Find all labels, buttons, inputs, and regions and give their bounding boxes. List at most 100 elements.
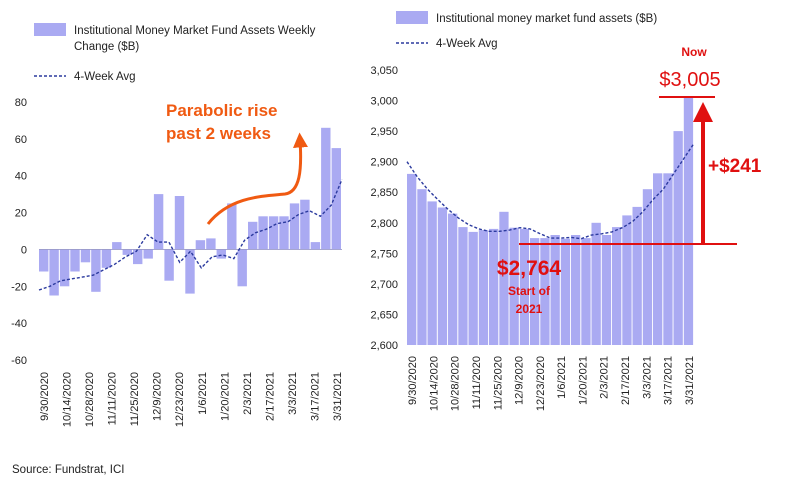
right-legend-bar-label: Institutional money market fund assets (… [436,13,657,25]
left-bars [39,127,341,296]
left-legend: Institutional Money Market Fund Assets W… [34,23,316,83]
l-bar [206,238,216,250]
r-bar [427,201,437,345]
y-tick-label: 3,000 [370,96,398,108]
x-tick-label: 3/17/2021 [309,372,321,421]
y-tick-label: 2,700 [370,279,398,291]
right-legend: Institutional money market fund assets (… [396,11,657,50]
l-bar [49,249,59,296]
x-tick-label: 11/11/2020 [107,372,119,425]
right-bars [407,97,694,345]
x-tick-label: 1/6/2021 [197,372,209,415]
l-bar [268,216,279,250]
y-tick-label: 2,750 [370,248,398,260]
y-tick-label: 2,650 [370,309,398,321]
r-bar [642,189,653,345]
r-bar [478,230,489,345]
l-bar [331,148,341,250]
parabolic-arrow [206,132,308,225]
l-bar [101,249,112,268]
y-tick-label: 40 [15,171,27,183]
y-tick-label: -60 [11,355,27,367]
l-bar [112,242,122,250]
l-bar [174,196,185,250]
r-bar [407,173,417,345]
x-tick-label: 10/14/2020 [62,372,74,427]
left-legend-bar-label-1: Institutional Money Market Fund Assets W… [74,25,316,37]
r-bar [468,231,478,345]
x-tick-label: 3/3/2021 [641,356,653,399]
l-bar [80,249,91,263]
l-bar [237,249,247,287]
x-tick-label: 10/14/2020 [428,356,440,411]
x-tick-label: 10/28/2020 [450,356,462,411]
y-tick-label: 60 [15,134,27,146]
now-label: Now [681,45,707,59]
l-bar [59,249,70,287]
x-tick-label: 2/3/2021 [242,372,254,415]
start-value: $2,764 [497,257,562,280]
left-avg-line [38,179,343,291]
r-bar [530,238,540,345]
x-tick-label: 12/9/2020 [514,356,526,405]
right-legend-line-label: 4-Week Avg [436,38,498,50]
right-y-ticks: 2,600 2,650 2,700 2,750 2,800 2,850 2,900 2,950… [370,65,398,352]
l-bar [227,203,237,250]
right-avg-line [406,142,695,240]
l-bar [133,249,143,265]
right-annotations: Now $3,005 +$241 $2,764 Start of 2021 [497,45,762,316]
parabolic-label-1: Parabolic rise [166,101,278,120]
r-avg-polyline [406,142,695,240]
x-tick-label: 12/23/2020 [535,356,547,411]
l-bar [279,216,289,250]
r-bar [519,228,530,345]
x-tick-label: 2/3/2021 [599,356,611,399]
r-bar [591,222,601,345]
r-bar [571,235,581,345]
right-legend-bar-swatch [396,11,428,24]
r-bar [653,173,663,345]
x-tick-label: 1/20/2021 [219,372,231,421]
r-bar [509,227,519,345]
r-bar [581,238,591,345]
x-tick-label: 1/20/2021 [577,356,589,405]
left-legend-line-label: 4-Week Avg [74,71,136,83]
r-bar [458,227,468,345]
left-x-ticks: 9/30/2020 10/14/2020 10/28/2020 11/11/2020 1… [39,372,344,427]
r-bar [601,235,612,345]
left-legend-bar-swatch [34,23,66,36]
x-tick-label: 12/9/2020 [152,372,164,421]
x-tick-label: 3/31/2021 [332,372,344,421]
y-tick-label: 0 [21,244,27,256]
r-bar [663,173,673,345]
r-bar [622,215,632,345]
r-bar [540,238,550,345]
l-bar [321,127,331,250]
y-tick-label: 2,950 [370,126,398,138]
x-tick-label: 11/25/2020 [129,372,141,426]
l-bar [91,249,101,292]
y-tick-label: 2,900 [370,157,398,169]
right-x-ticks: 9/30/2020 10/14/2020 10/28/2020 11/11/2020 1… [407,356,696,411]
l-bar [122,249,132,255]
delta-label: +$241 [708,156,762,177]
l-bar [164,249,174,281]
l-bar [216,249,226,259]
left-legend-bar-label-2: Change ($B) [74,41,139,53]
source-note: Source: Fundstrat, ICI [12,464,125,476]
l-bar [185,249,195,294]
now-value: $3,005 [659,69,720,91]
x-tick-label: 11/11/2020 [471,356,483,409]
x-tick-label: 3/17/2021 [663,356,675,405]
r-bar [632,206,642,345]
y-tick-label: -20 [11,281,27,293]
l-bar [39,249,49,272]
r-bar [560,238,571,345]
x-tick-label: 10/28/2020 [84,372,96,427]
y-tick-label: 2,600 [370,340,398,352]
y-tick-label: 2,850 [370,187,398,199]
l-bar [153,194,164,250]
r-bar [550,235,560,345]
r-bar [489,228,499,345]
